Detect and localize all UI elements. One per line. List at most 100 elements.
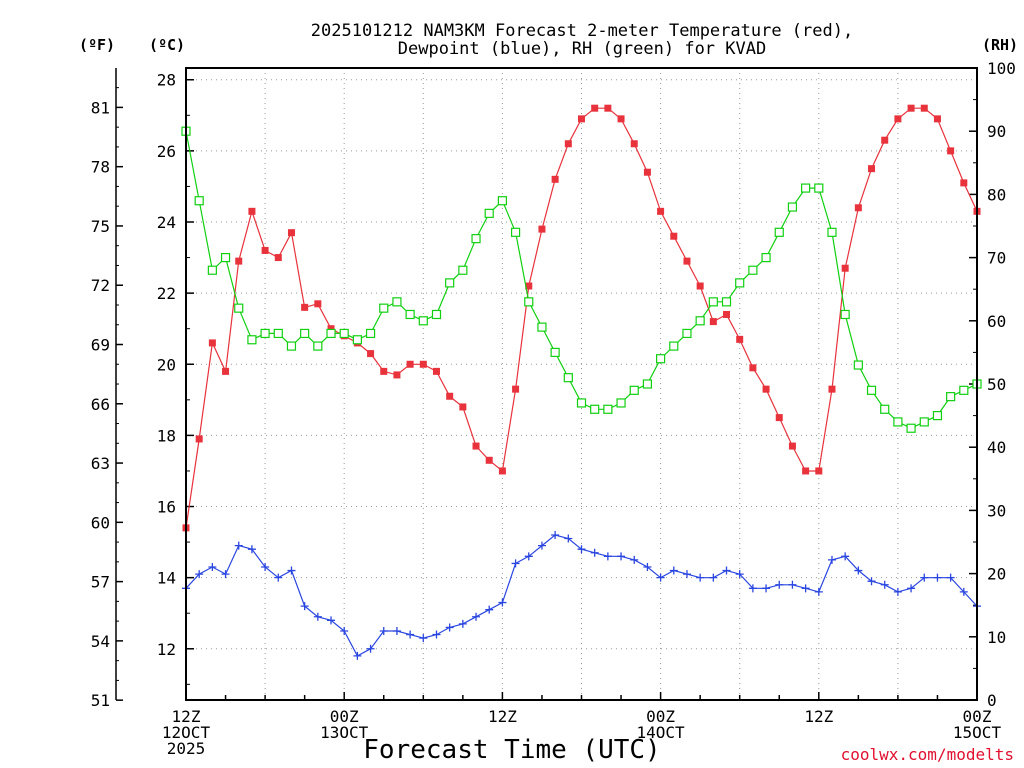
dewpoint-point [735, 570, 744, 579]
fahrenheit-tick-label: 75 [91, 217, 110, 236]
2-meter-temperature-point [788, 442, 796, 450]
2-meter-temperature-point [630, 140, 638, 148]
rh-point [946, 392, 956, 402]
2-meter-temperature-point [643, 168, 651, 176]
2-meter-temperature-point [894, 115, 902, 123]
2-meter-temperature-point [709, 318, 717, 326]
rh-point [392, 297, 402, 307]
rh-point [708, 297, 718, 307]
dewpoint-point [643, 562, 652, 571]
rh-point [761, 253, 771, 263]
dewpoint-point [762, 584, 771, 593]
2-meter-temperature-point [683, 257, 691, 265]
gridlines [186, 68, 977, 700]
dewpoint-point [880, 580, 889, 589]
fahrenheit-tick-label: 54 [91, 632, 110, 651]
dewpoint-point [603, 552, 612, 561]
rh-point [576, 398, 587, 408]
rh-point [273, 328, 283, 339]
rh-point [207, 265, 217, 275]
fahrenheit-tick-label: 63 [91, 454, 110, 473]
2-meter-temperature-point [432, 367, 440, 375]
2-meter-temperature-point [419, 360, 427, 368]
rh-tick-label: 100 [987, 59, 1016, 78]
rh-point [220, 253, 231, 263]
dewpoint-point [432, 630, 441, 639]
2-meter-temperature-point [393, 371, 401, 379]
rh-point [721, 297, 732, 307]
rh-point [418, 316, 428, 326]
celsius-tick-label: 18 [157, 426, 176, 445]
2-meter-temperature-point [222, 367, 230, 375]
rh-point [814, 183, 824, 193]
rh-tick-label: 30 [987, 501, 1006, 520]
rh-point [590, 404, 600, 414]
2-meter-temperature-point [498, 467, 506, 475]
rh-point [801, 183, 811, 193]
2-meter-temperature-point [512, 385, 520, 393]
dewpoint-point [419, 634, 428, 643]
dewpoint-point [959, 587, 968, 596]
2-meter-temperature-point [261, 246, 269, 254]
dewpoint-point [946, 573, 955, 582]
2-meter-temperature-point [327, 325, 335, 333]
dewpoint-point [300, 602, 309, 611]
celsius-tick-label: 22 [157, 284, 176, 303]
2-meter-temperature-point [538, 225, 546, 233]
x-tick-label: 15OCT [953, 723, 1002, 742]
2-meter-temperature-point [749, 364, 757, 372]
x-tick-label: 12Z [488, 707, 517, 726]
rh-point [787, 202, 798, 212]
dewpoint-point [261, 562, 270, 571]
dewpoint-point [287, 566, 296, 575]
rh-point [642, 379, 653, 389]
rh-point [471, 234, 481, 244]
x-tick-label: 00Z [330, 707, 359, 726]
rh-tick-label: 60 [987, 312, 1006, 331]
fahrenheit-unit-label: (ºF) [79, 36, 115, 54]
x-tick-label: 13OCT [320, 723, 369, 742]
dewpoint-point [656, 573, 665, 582]
fahrenheit-tick-label: 57 [91, 573, 110, 592]
2-meter-temperature-point [815, 467, 823, 475]
rh-point [326, 328, 336, 339]
rh-point [550, 347, 560, 357]
rh-point [880, 404, 890, 414]
2-meter-temperature-point [472, 442, 480, 450]
2-meter-temperature-point [802, 467, 810, 475]
dewpoint-point [498, 598, 507, 607]
rh-point [234, 303, 244, 313]
2-meter-temperature-point [314, 300, 322, 308]
rh-unit-label: (RH) [982, 36, 1018, 54]
dewpoint-point [247, 545, 256, 554]
rh-point [919, 417, 929, 427]
dewpoint-point [854, 566, 863, 575]
2-meter-temperature-point [248, 207, 256, 215]
data-series [181, 104, 982, 660]
2-meter-temperature-point [380, 367, 388, 375]
dewpoint-point [445, 623, 454, 632]
x-tick-label: 12Z [172, 707, 201, 726]
rh-point [853, 360, 863, 370]
2-meter-temperature-point [657, 207, 665, 215]
chart-title-line1: 2025101212 NAM3KM Forecast 2-meter Tempe… [311, 21, 853, 41]
dewpoint-point [801, 584, 810, 593]
rh-point [959, 385, 969, 395]
rh-point [194, 196, 204, 206]
rh-point [431, 309, 442, 320]
dewpoint-point [827, 555, 836, 564]
rh-point [300, 328, 310, 339]
2-meter-temperature-point [907, 104, 915, 112]
rh-point [906, 423, 916, 433]
2-meter-temperature-point [762, 385, 770, 393]
fahrenheit-tick-label: 81 [91, 98, 110, 117]
rh-point [735, 278, 745, 288]
dewpoint-point [841, 552, 850, 561]
dewpoint-point [472, 612, 481, 621]
dewpoint-point [379, 627, 388, 636]
rh-tick-label: 20 [987, 565, 1006, 584]
2-meter-temperature-point [301, 303, 309, 311]
2-meter-temperature-point [868, 165, 876, 173]
2-meter-temperature-point [775, 414, 783, 422]
